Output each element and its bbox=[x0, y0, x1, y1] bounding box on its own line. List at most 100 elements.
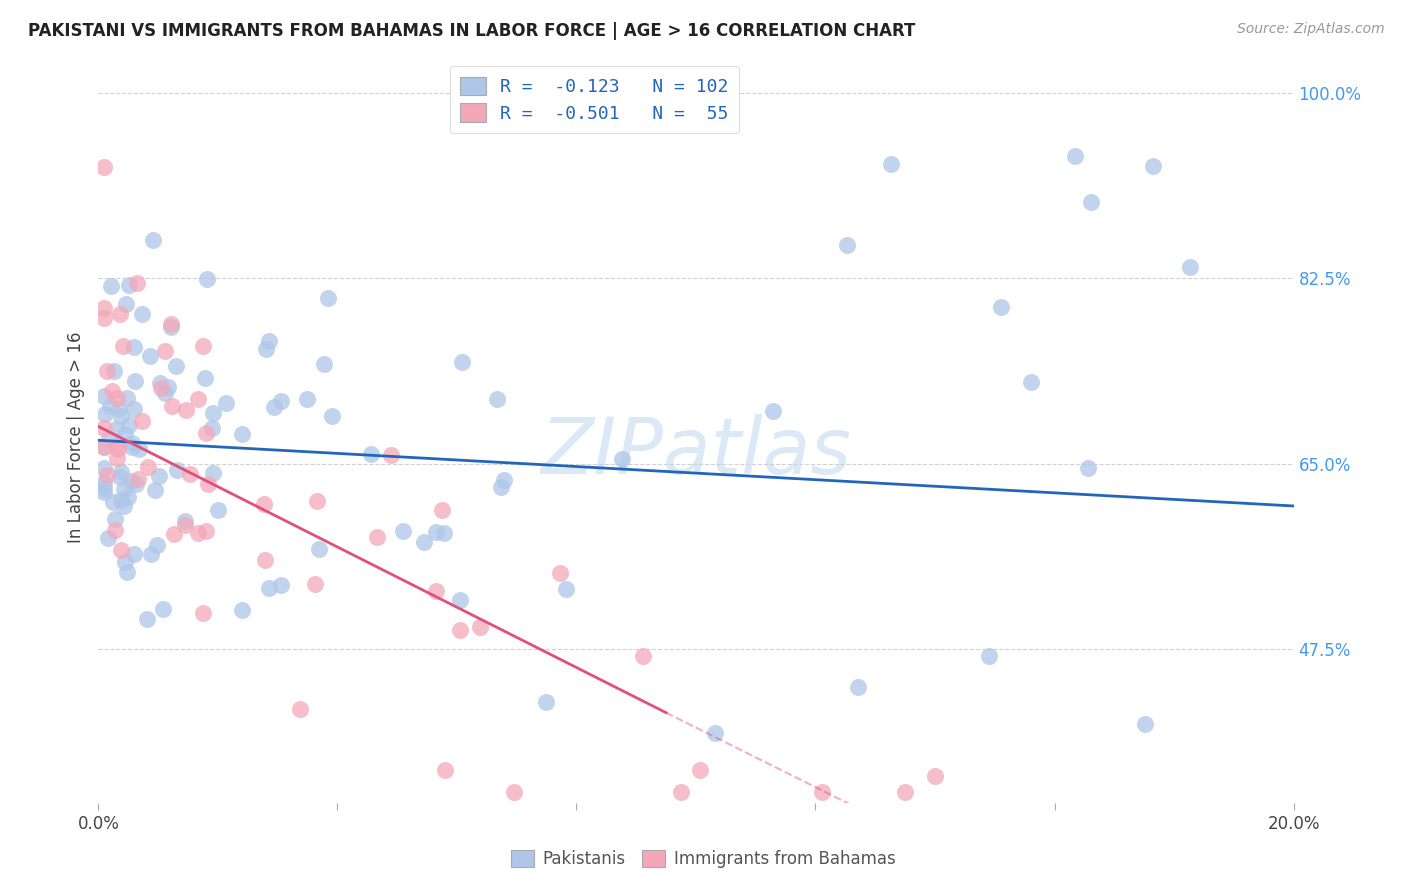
Point bbox=[107, 450, 129, 465]
Point bbox=[434, 763, 457, 777]
Point bbox=[810, 785, 832, 799]
Point bbox=[762, 404, 785, 418]
Point bbox=[93, 389, 115, 403]
Point bbox=[93, 441, 115, 455]
Point bbox=[671, 785, 693, 799]
Point bbox=[252, 497, 274, 511]
Point bbox=[207, 502, 229, 516]
Point bbox=[155, 343, 177, 358]
Point bbox=[105, 422, 128, 436]
Point bbox=[97, 531, 120, 545]
Point bbox=[894, 785, 917, 799]
Point bbox=[138, 349, 160, 363]
Point bbox=[160, 317, 183, 331]
Point bbox=[124, 374, 146, 388]
Point bbox=[110, 466, 132, 480]
Point bbox=[449, 593, 471, 607]
Point bbox=[433, 525, 456, 540]
Text: Source: ZipAtlas.com: Source: ZipAtlas.com bbox=[1237, 22, 1385, 37]
Point bbox=[93, 301, 115, 315]
Point bbox=[105, 439, 128, 453]
Point bbox=[194, 524, 217, 538]
Point bbox=[413, 535, 436, 549]
Point bbox=[153, 385, 176, 400]
Point bbox=[295, 392, 318, 407]
Point bbox=[555, 582, 578, 597]
Point bbox=[94, 407, 117, 421]
Point bbox=[304, 576, 326, 591]
Point bbox=[380, 448, 402, 462]
Point bbox=[835, 238, 858, 252]
Text: ZIPatlas: ZIPatlas bbox=[540, 414, 852, 490]
Point bbox=[494, 473, 516, 487]
Point bbox=[93, 310, 115, 325]
Point bbox=[270, 578, 292, 592]
Point bbox=[100, 279, 122, 293]
Point bbox=[880, 157, 903, 171]
Point bbox=[104, 512, 127, 526]
Point bbox=[149, 376, 172, 391]
Point bbox=[152, 602, 174, 616]
Point bbox=[131, 307, 153, 321]
Point bbox=[98, 399, 121, 413]
Point bbox=[191, 339, 214, 353]
Legend: R =  -0.123   N = 102, R =  -0.501   N =  55: R = -0.123 N = 102, R = -0.501 N = 55 bbox=[450, 66, 740, 133]
Point bbox=[121, 436, 143, 450]
Point bbox=[148, 469, 170, 483]
Point bbox=[321, 409, 343, 423]
Point bbox=[314, 357, 336, 371]
Point bbox=[120, 474, 142, 488]
Point bbox=[195, 426, 218, 441]
Point bbox=[98, 432, 121, 446]
Point bbox=[110, 492, 132, 507]
Point bbox=[195, 271, 218, 285]
Point bbox=[93, 482, 115, 496]
Point bbox=[193, 606, 215, 620]
Point bbox=[93, 484, 115, 499]
Point bbox=[263, 400, 285, 414]
Point bbox=[1133, 717, 1156, 731]
Point bbox=[114, 555, 136, 569]
Point bbox=[449, 623, 471, 637]
Point bbox=[174, 514, 197, 528]
Point bbox=[93, 440, 115, 454]
Point bbox=[534, 695, 557, 709]
Point bbox=[136, 460, 159, 475]
Point bbox=[194, 371, 217, 385]
Point bbox=[107, 391, 129, 405]
Point bbox=[704, 726, 727, 740]
Point bbox=[165, 359, 187, 374]
Point bbox=[187, 392, 209, 407]
Point bbox=[231, 427, 253, 442]
Point bbox=[1019, 375, 1042, 389]
Point bbox=[202, 406, 225, 420]
Point bbox=[112, 499, 135, 513]
Point bbox=[103, 364, 125, 378]
Point bbox=[128, 442, 150, 457]
Point bbox=[924, 768, 946, 782]
Point bbox=[117, 491, 139, 505]
Point bbox=[288, 702, 311, 716]
Point bbox=[108, 307, 131, 321]
Point bbox=[254, 343, 277, 357]
Point bbox=[112, 339, 135, 353]
Point bbox=[166, 463, 188, 477]
Point bbox=[103, 495, 125, 509]
Point bbox=[548, 566, 571, 580]
Point bbox=[146, 538, 169, 552]
Point bbox=[257, 334, 280, 348]
Point bbox=[131, 414, 153, 428]
Point bbox=[174, 402, 197, 417]
Point bbox=[108, 469, 131, 483]
Point bbox=[135, 612, 157, 626]
Point bbox=[93, 420, 115, 434]
Point bbox=[179, 467, 201, 481]
Point bbox=[689, 764, 711, 778]
Point bbox=[485, 392, 508, 407]
Point bbox=[392, 524, 415, 539]
Legend: Pakistanis, Immigrants from Bahamas: Pakistanis, Immigrants from Bahamas bbox=[503, 843, 903, 875]
Point bbox=[141, 547, 163, 561]
Point bbox=[468, 620, 491, 634]
Point bbox=[93, 160, 115, 174]
Point bbox=[117, 391, 139, 405]
